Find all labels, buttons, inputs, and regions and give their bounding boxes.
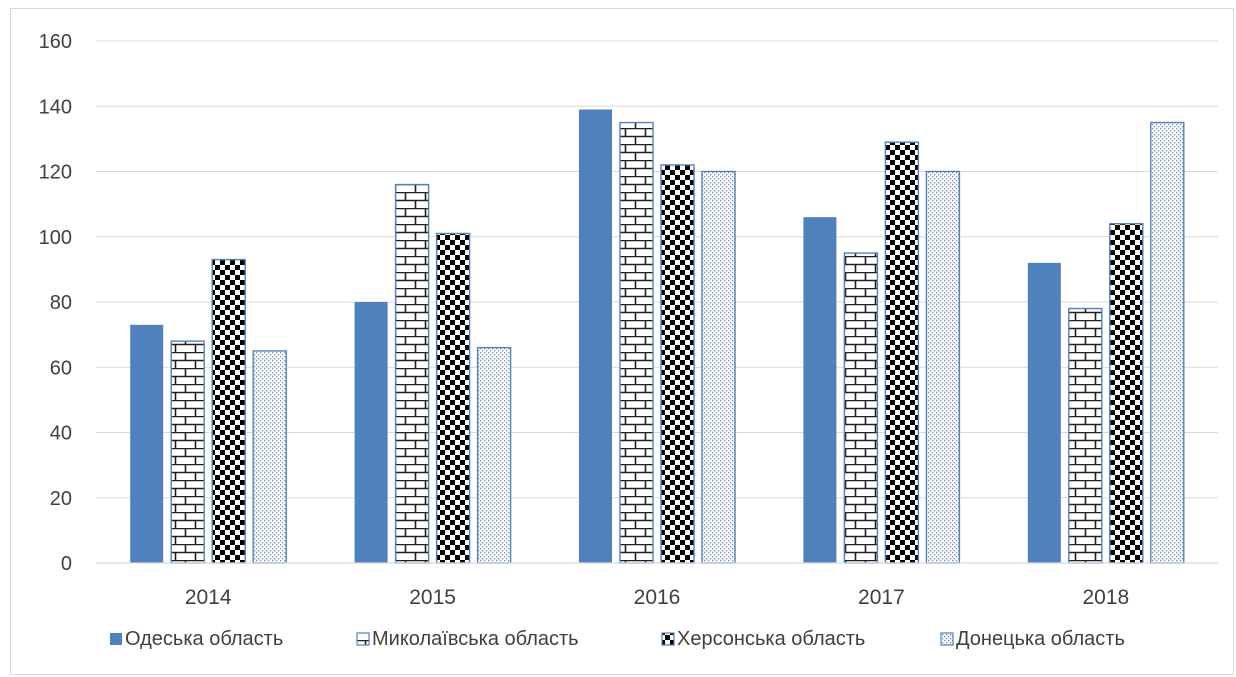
bar-2014-series-2: [170, 340, 205, 564]
bar-2015-series-2: [394, 183, 430, 564]
y-axis-ticks: 0 20 40 60 80 100 120 140 160: [39, 31, 72, 575]
bar-2014-series-4: [252, 350, 287, 564]
legend-swatch-2: [356, 632, 370, 646]
legend-swatch-4: [940, 632, 954, 646]
y-tick-label: 80: [50, 292, 72, 314]
legend-label-3: Херсонська область: [677, 628, 865, 650]
y-tick-label: 60: [50, 357, 72, 379]
y-tick-label: 20: [50, 488, 72, 510]
bar-2017-series-2: [843, 252, 879, 564]
x-tick-label: 2018: [1082, 586, 1129, 609]
bar-2016-series-3: [660, 164, 695, 564]
legend-label-4: Донецька область: [956, 628, 1125, 650]
y-tick-label: 0: [61, 553, 72, 575]
x-tick-label: 2017: [858, 586, 905, 609]
bars: [130, 109, 1185, 564]
chart-frame: [10, 8, 1234, 675]
bar-2016-series-2: [619, 121, 654, 564]
x-tick-label: 2016: [634, 586, 681, 609]
bar-2015-series-4: [476, 346, 512, 564]
bar-2018-series-4: [1150, 121, 1185, 564]
y-tick-label: 160: [39, 31, 72, 53]
bar-2014-series-1: [130, 324, 164, 563]
x-tick-label: 2015: [409, 586, 456, 609]
legend-label-1: Одеська область: [125, 628, 283, 650]
bar-2017-series-3: [884, 141, 920, 564]
bar-2017-series-1: [803, 217, 837, 564]
bar-2016-series-1: [579, 109, 612, 563]
legend-swatch-3: [661, 632, 675, 646]
bar-2014-series-3: [211, 258, 246, 564]
bar-2015-series-1: [354, 302, 388, 563]
bar-2018-series-1: [1027, 262, 1061, 563]
bar-2018-series-3: [1109, 222, 1144, 564]
legend-swatch-1: [110, 633, 122, 645]
y-tick-label: 120: [39, 162, 72, 184]
x-axis-ticks: 2014 2015 2016 2017 2018: [185, 586, 1129, 609]
bar-2016-series-4: [701, 170, 736, 564]
bar-2015-series-3: [435, 232, 471, 564]
legend-label-2: Миколаївська область: [372, 628, 579, 650]
legend: Одеська область Миколаївська область Херсо…: [110, 628, 1125, 650]
y-tick-label: 140: [39, 96, 72, 118]
bar-2017-series-4: [925, 170, 961, 564]
y-tick-label: 40: [50, 423, 72, 445]
bar-2018-series-2: [1068, 307, 1103, 564]
x-tick-label: 2014: [185, 586, 232, 609]
y-tick-label: 100: [39, 227, 72, 249]
